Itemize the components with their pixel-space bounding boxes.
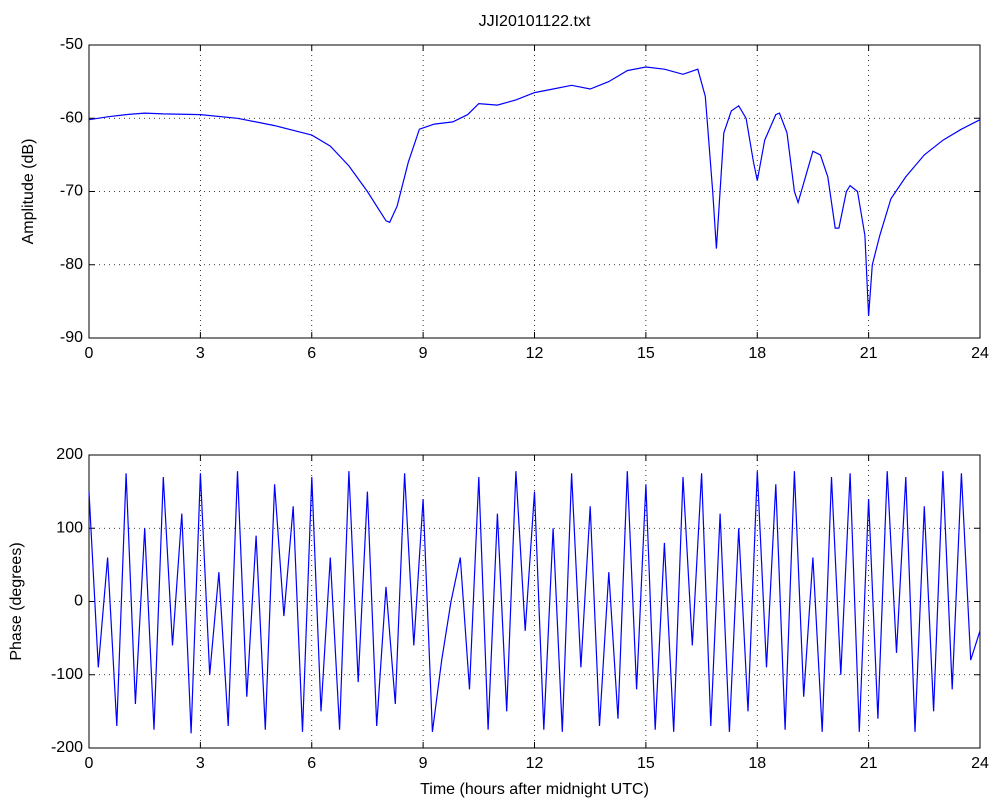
x-tick-label: 15 (637, 755, 655, 772)
x-tick-label: 21 (860, 345, 878, 362)
y-tick-label: 100 (56, 519, 83, 536)
y-tick-label: -100 (51, 666, 83, 683)
y-axis-label: Phase (degrees) (8, 542, 25, 660)
x-tick-label: 3 (196, 345, 205, 362)
y-tick-label: -80 (60, 256, 83, 273)
x-tick-label: 24 (971, 345, 989, 362)
y-tick-label: 0 (74, 593, 83, 610)
y-tick-label: -60 (60, 109, 83, 126)
x-tick-label: 9 (419, 755, 428, 772)
x-tick-label: 18 (748, 755, 766, 772)
x-tick-label: 24 (971, 755, 989, 772)
x-tick-label: 21 (860, 755, 878, 772)
data-line (88, 471, 981, 734)
x-tick-label: 6 (307, 345, 316, 362)
x-tick-label: 3 (196, 755, 205, 772)
y-tick-label: -90 (60, 329, 83, 346)
x-tick-label: 18 (748, 345, 766, 362)
y-tick-label: -200 (51, 739, 83, 756)
y-tick-label: 200 (56, 446, 83, 463)
x-tick-label: 12 (526, 755, 544, 772)
x-tick-label: 12 (526, 345, 544, 362)
y-tick-label: -50 (60, 36, 83, 53)
x-tick-label: 15 (637, 345, 655, 362)
data-line (88, 66, 981, 317)
x-axis-label: Time (hours after midnight UTC) (420, 781, 649, 798)
chart-title: JJI20101122.txt (479, 13, 591, 30)
x-tick-label: 6 (307, 755, 316, 772)
x-tick-label: 0 (85, 755, 94, 772)
x-tick-label: 9 (419, 345, 428, 362)
y-tick-label: -70 (60, 183, 83, 200)
y-axis-label: Amplitude (dB) (20, 139, 37, 245)
x-tick-label: 0 (85, 345, 94, 362)
